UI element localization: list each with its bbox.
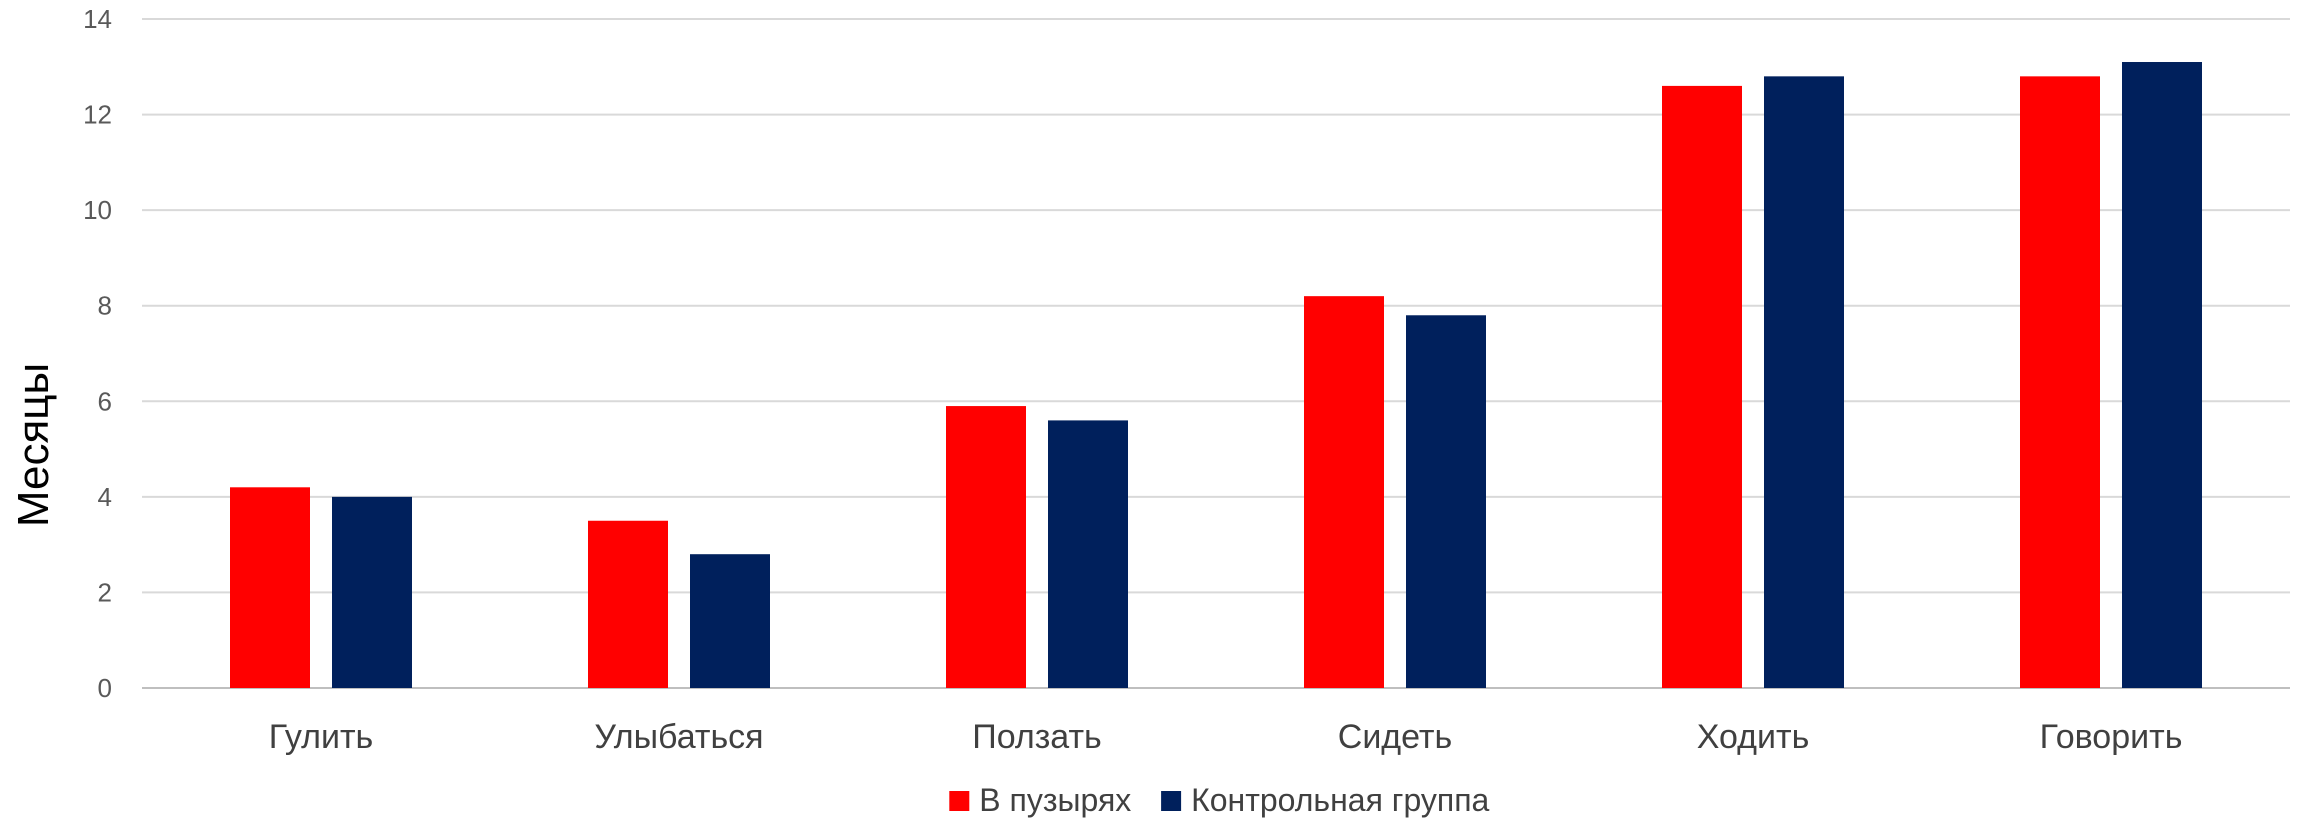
bar xyxy=(1662,85,1742,688)
bar xyxy=(690,554,770,688)
bar xyxy=(1304,296,1384,688)
x-category-label: Ходить xyxy=(1697,718,1810,756)
x-category-label: Говорить xyxy=(2040,718,2183,756)
legend: В пузырях Контрольная группа xyxy=(949,782,1490,818)
x-axis-categories: Гулить Улыбаться Ползать Сидеть Ходить Говори… xyxy=(269,718,2183,756)
bar xyxy=(1048,420,1128,688)
x-category-label: Гулить xyxy=(269,718,374,756)
x-category-label: Сидеть xyxy=(1338,718,1452,756)
y-tick-label: 6 xyxy=(98,386,112,416)
bar xyxy=(2122,62,2202,688)
bar xyxy=(230,487,310,688)
y-tick-label: 12 xyxy=(83,100,112,130)
bar xyxy=(1406,315,1486,688)
x-category-label: Улыбаться xyxy=(594,718,763,756)
bar xyxy=(2020,76,2100,689)
bar xyxy=(588,520,668,688)
y-axis-title: Месяцы xyxy=(9,363,58,527)
y-axis-ticks: 0 2 4 6 8 10 12 14 xyxy=(83,4,112,703)
y-tick-label: 10 xyxy=(83,195,112,225)
legend-swatch xyxy=(949,791,970,811)
bar xyxy=(1764,76,1844,689)
y-tick-label: 8 xyxy=(98,291,112,321)
y-tick-label: 2 xyxy=(98,577,112,607)
y-tick-label: 0 xyxy=(98,673,112,703)
bars xyxy=(230,62,2202,689)
legend-label: В пузырях xyxy=(979,782,1131,818)
x-category-label: Ползать xyxy=(972,718,1101,756)
y-tick-label: 14 xyxy=(83,4,112,34)
bar xyxy=(332,496,412,688)
y-tick-label: 4 xyxy=(98,482,112,512)
gridlines xyxy=(142,18,2290,689)
legend-swatch xyxy=(1161,791,1182,811)
legend-label: Контрольная группа xyxy=(1191,782,1489,818)
bar xyxy=(946,406,1026,688)
